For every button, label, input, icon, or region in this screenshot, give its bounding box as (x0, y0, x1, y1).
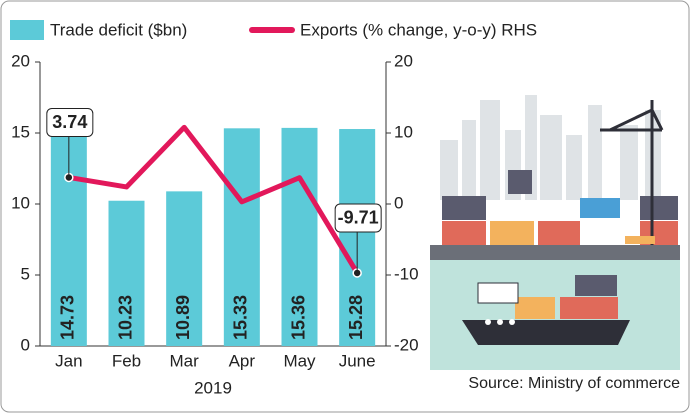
bar-value-label: 15.28 (346, 295, 366, 340)
y2-tick-label: 20 (394, 51, 413, 70)
bar-value-label: 15.36 (288, 295, 308, 340)
y-tick-label: 5 (21, 264, 30, 283)
source: Source: Ministry of commerce (468, 375, 680, 392)
x-tick-label: Apr (229, 351, 256, 370)
y2-tick-label: -20 (394, 335, 419, 354)
x-tick-label: Jan (55, 351, 82, 370)
y-tick-label: 10 (11, 193, 30, 212)
y-tick-label: 15 (11, 122, 30, 141)
callout-box (334, 203, 382, 233)
x-tick-label: Feb (112, 351, 141, 370)
bar-value-label: 10.23 (115, 295, 135, 340)
x-tick-label: May (283, 351, 316, 370)
legend-label: Exports (% change, y-o-y) RHS (300, 20, 537, 39)
bar (108, 200, 145, 346)
bar (166, 191, 203, 346)
bar-value-label: 14.73 (58, 295, 78, 340)
y-tick-label: 0 (21, 335, 30, 354)
x-tick-label: Mar (170, 351, 200, 370)
data-label: 3.74 (52, 112, 87, 132)
y2-tick-label: -10 (394, 264, 419, 283)
legend-label: Trade deficit ($bn) (50, 20, 187, 39)
line (68, 124, 360, 275)
data-label: -9.71 (338, 208, 379, 228)
legend-swatch (10, 20, 44, 40)
bar-value-label: 15.33 (231, 295, 251, 340)
illustration (430, 90, 680, 370)
bar (223, 128, 260, 346)
y2-tick-label: 10 (394, 122, 413, 141)
callout-box (46, 107, 94, 137)
x-axis-label: 2019 (194, 378, 232, 397)
x-tick-label: June (339, 351, 376, 370)
bar-value-label: 10.89 (173, 295, 193, 340)
bar (281, 127, 318, 346)
y2-tick-label: 0 (394, 193, 403, 212)
y-tick-label: 20 (11, 51, 30, 70)
